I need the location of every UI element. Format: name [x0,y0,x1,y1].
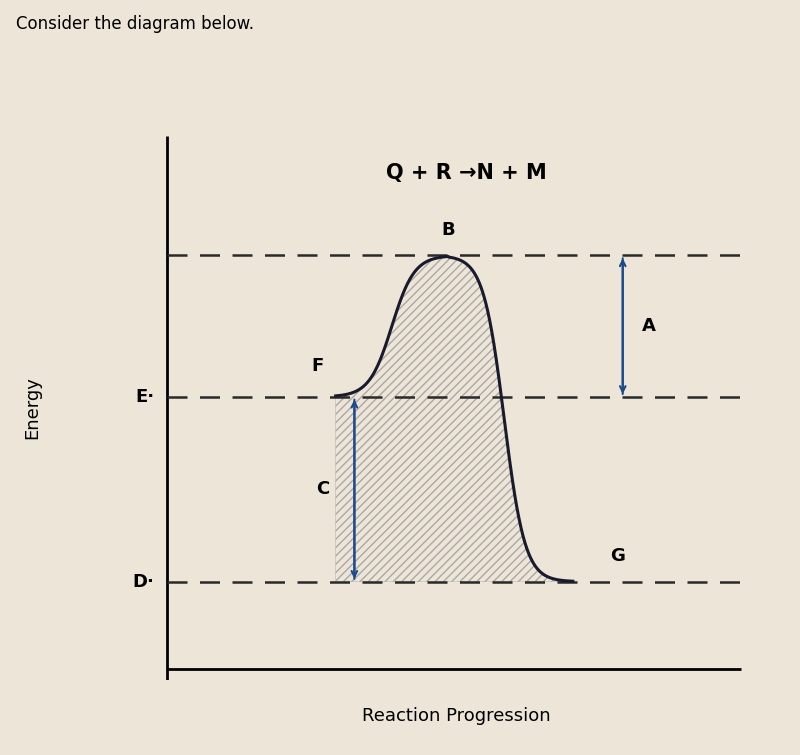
Text: A: A [642,317,655,335]
Text: C: C [316,480,330,498]
Text: Reaction Progression: Reaction Progression [362,707,550,725]
Text: G: G [610,547,625,565]
Text: E·: E· [135,388,154,406]
Text: D·: D· [133,572,154,590]
Text: F: F [311,357,323,375]
Text: B: B [441,221,455,239]
Text: Q + R →N + M: Q + R →N + M [386,163,547,183]
Text: Energy: Energy [23,376,41,439]
Text: Consider the diagram below.: Consider the diagram below. [16,15,254,33]
